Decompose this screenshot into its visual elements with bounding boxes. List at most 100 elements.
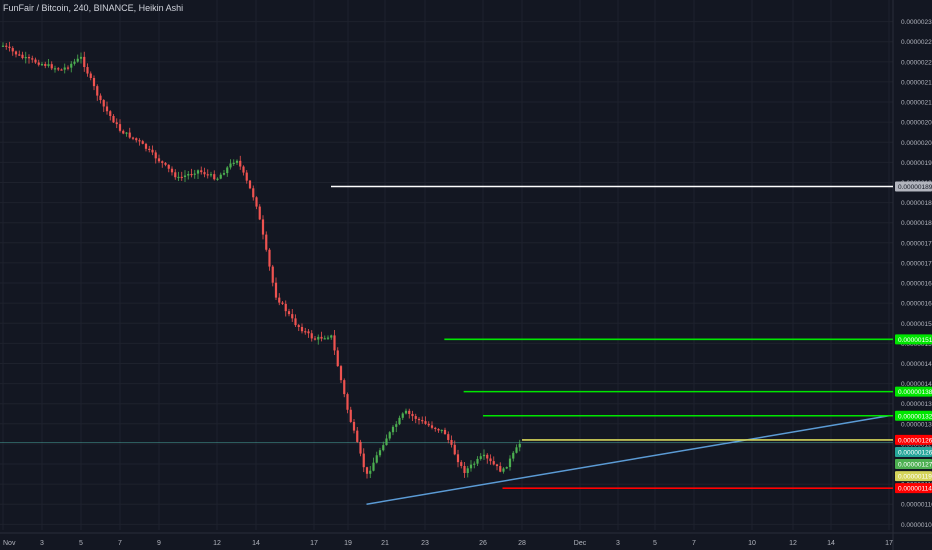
y-tick-label: 0.00000125: [901, 441, 932, 448]
price-label: 0.00000127: [898, 462, 932, 469]
price-label: 0.00000119: [898, 474, 932, 481]
candle-body: [326, 337, 330, 339]
candle-body: [424, 421, 427, 424]
level-114-label: 0.00000114: [898, 486, 932, 493]
candle-body: [375, 455, 378, 463]
candle-body: [313, 338, 317, 340]
y-tick-label: 0.00000175: [901, 240, 932, 247]
candle-body: [70, 63, 73, 68]
candle-body: [89, 73, 92, 79]
price-label-bg: [895, 446, 932, 457]
candle-body: [489, 458, 492, 462]
y-tick-label: 0.00000140: [901, 381, 932, 388]
candle-body: [300, 326, 304, 332]
candle-body: [518, 443, 521, 448]
candle-body: [66, 67, 70, 69]
candle-body: [440, 429, 443, 432]
candle-body: [349, 409, 352, 422]
level-114-label-bg: [895, 483, 932, 494]
candle-body: [183, 175, 187, 178]
y-tick-label: 0.00000225: [901, 39, 932, 46]
candle-body: [144, 143, 148, 149]
y-tick-label: 0.00000210: [901, 100, 932, 107]
candle-body: [216, 178, 219, 180]
candle-body: [294, 318, 297, 326]
price-label-bg: [895, 459, 932, 470]
x-tick-label: 17: [885, 540, 893, 547]
candle-body: [258, 206, 261, 220]
level-132-label: 0.00000132: [898, 413, 932, 420]
candle-body: [408, 410, 411, 414]
candle-body: [486, 454, 489, 459]
candle-body: [219, 174, 222, 179]
candle-body: [310, 333, 313, 339]
candle-body: [365, 467, 369, 474]
x-tick-label: 19: [344, 540, 352, 547]
candle-body: [34, 59, 37, 63]
candle-body: [271, 266, 274, 283]
level-151-label-bg: [895, 334, 932, 345]
y-tick-label: 0.00000220: [901, 59, 932, 66]
candle-body: [476, 458, 479, 464]
candle-body: [450, 439, 453, 445]
candle-body: [122, 130, 125, 134]
candle-body: [44, 64, 47, 66]
candle-body: [99, 95, 102, 101]
candle-body: [125, 132, 128, 134]
candle-body: [118, 124, 122, 131]
candle-body: [265, 234, 268, 250]
y-tick-label: 0.00000160: [901, 301, 932, 308]
candle-body: [245, 172, 248, 181]
candle-body: [206, 174, 209, 176]
candle-body: [96, 86, 99, 96]
candle-body: [105, 106, 109, 112]
x-tick-label: Dec: [574, 540, 587, 547]
candle-body: [421, 420, 424, 422]
candle-body: [502, 468, 505, 472]
candle-body: [463, 465, 466, 473]
price-label-bg: [895, 471, 932, 482]
candle-body: [60, 69, 63, 71]
x-tick-label: 17: [310, 540, 318, 547]
candle-body: [281, 302, 284, 304]
level-126-label-bg: [895, 434, 932, 445]
x-tick-label: 5: [79, 540, 83, 547]
candle-body: [21, 54, 24, 59]
candle-body: [177, 176, 180, 179]
exchange-label: BINANCE: [93, 3, 134, 13]
interval-label: 240: [73, 3, 89, 13]
candle-body: [291, 314, 294, 319]
chart-style-label: Heikin Ashi: [138, 3, 184, 13]
candle-body: [141, 141, 144, 144]
level-132-label-bg: [895, 410, 932, 421]
y-tick-label: 0.00000200: [901, 140, 932, 147]
candle-body: [378, 450, 382, 456]
candle-body: [148, 148, 151, 151]
y-tick-label: 0.00000215: [901, 79, 932, 86]
candle-body: [320, 336, 323, 339]
y-tick-label: 0.00000170: [901, 260, 932, 267]
candle-body: [505, 467, 508, 469]
level-138-label-bg: [895, 386, 932, 397]
y-tick-label: 0.00000135: [901, 401, 932, 408]
y-tick-label: 0.00000105: [901, 522, 932, 529]
candle-body: [447, 434, 450, 440]
candle-body: [437, 428, 440, 431]
candle-body: [229, 163, 232, 168]
support-trendline[interactable]: [366, 415, 890, 505]
x-tick-label: 14: [252, 540, 260, 547]
candle-body: [196, 170, 200, 174]
candle-body: [388, 432, 391, 439]
candle-body: [417, 418, 421, 421]
candle-body: [382, 445, 385, 451]
candle-body: [460, 462, 463, 466]
candle-body: [492, 461, 495, 465]
candle-body: [213, 174, 216, 180]
candle-body: [411, 413, 414, 417]
candle-body: [252, 188, 255, 198]
candle-body: [83, 56, 86, 68]
candle-body: [209, 174, 213, 176]
candle-body: [50, 64, 53, 69]
candle-body: [24, 57, 27, 59]
